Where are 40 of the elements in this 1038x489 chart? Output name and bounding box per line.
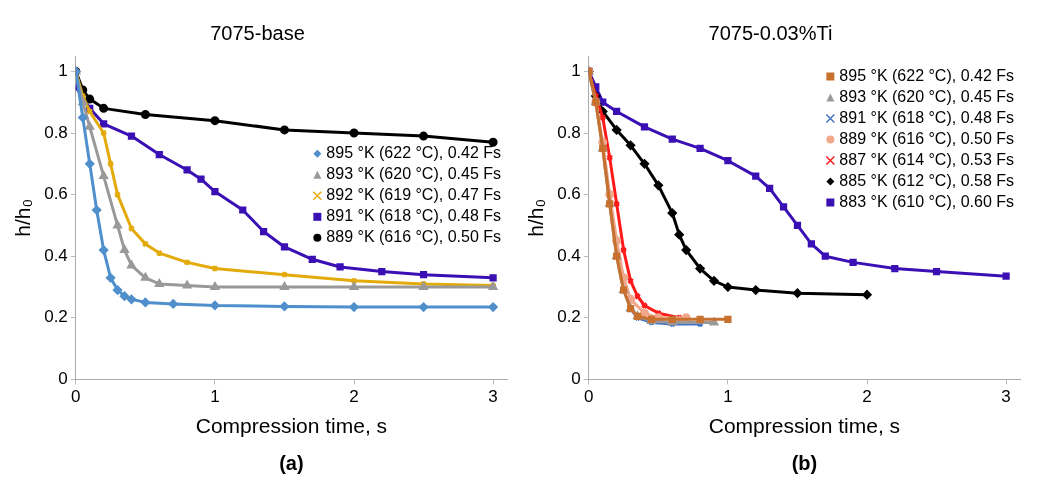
y-axis-title: h/h₀ bbox=[524, 198, 548, 237]
legend-label: 893 °K (620 °C), 0.45 Fs bbox=[839, 87, 1014, 105]
chart-title: 7075-0.03%Ti bbox=[708, 21, 833, 44]
y-tick-label: 1 bbox=[58, 61, 68, 81]
y-tick-label: 0.6 bbox=[557, 184, 581, 204]
y-tick-label: 0.4 bbox=[557, 245, 581, 265]
legend-label: 891 °K (618 °C), 0.48 Fs bbox=[326, 207, 501, 225]
y-tick-label: 0.6 bbox=[44, 184, 68, 204]
x-tick-label: 1 bbox=[723, 387, 733, 407]
y-tick-label: 0.4 bbox=[44, 245, 68, 265]
y-tick-label: 0.8 bbox=[557, 122, 581, 142]
legend-label: 893 °K (620 °C), 0.45 Fs bbox=[326, 165, 501, 183]
legend-label: 887 °K (614 °C), 0.53 Fs bbox=[839, 150, 1014, 168]
y-axis-title: h/h₀ bbox=[11, 198, 35, 237]
x-tick-label: 1 bbox=[210, 387, 220, 407]
legend-label: 889 °K (616 °C), 0.50 Fs bbox=[839, 129, 1014, 147]
legend-label: 883 °K (610 °C), 0.60 Fs bbox=[839, 192, 1014, 210]
legend-label: 891 °K (618 °C), 0.48 Fs bbox=[839, 108, 1014, 126]
x-tick-label: 3 bbox=[1001, 387, 1011, 407]
legend-label: 895 °K (622 °C), 0.42 Fs bbox=[839, 66, 1014, 84]
y-tick-label: 0.8 bbox=[44, 122, 68, 142]
x-tick-label: 0 bbox=[71, 387, 81, 407]
text: (b) bbox=[791, 451, 818, 474]
legend-label: 895 °K (622 °C), 0.42 Fs bbox=[326, 144, 501, 162]
y-tick-label: 1 bbox=[571, 61, 581, 81]
chart-title: 7075-base bbox=[210, 21, 305, 44]
legend-label: 885 °K (612 °C), 0.58 Fs bbox=[839, 171, 1014, 189]
x-tick-label: 0 bbox=[584, 387, 594, 407]
y-tick-label: 0.2 bbox=[44, 307, 68, 327]
legend-label: 889 °K (616 °C), 0.50 Fs bbox=[326, 228, 501, 246]
x-tick-label: 3 bbox=[488, 387, 498, 407]
x-tick-label: 2 bbox=[862, 387, 872, 407]
y-tick-label: 0 bbox=[58, 369, 68, 389]
x-tick-label: 2 bbox=[349, 387, 359, 407]
text: (a) bbox=[279, 451, 304, 474]
y-tick-label: 0 bbox=[571, 369, 581, 389]
legend-label: 892 °K (619 °C), 0.47 Fs bbox=[326, 186, 501, 204]
x-axis-title: Compression time, s bbox=[708, 414, 901, 438]
x-axis-title: Compression time, s bbox=[195, 414, 388, 438]
y-tick-label: 0.2 bbox=[557, 307, 581, 327]
